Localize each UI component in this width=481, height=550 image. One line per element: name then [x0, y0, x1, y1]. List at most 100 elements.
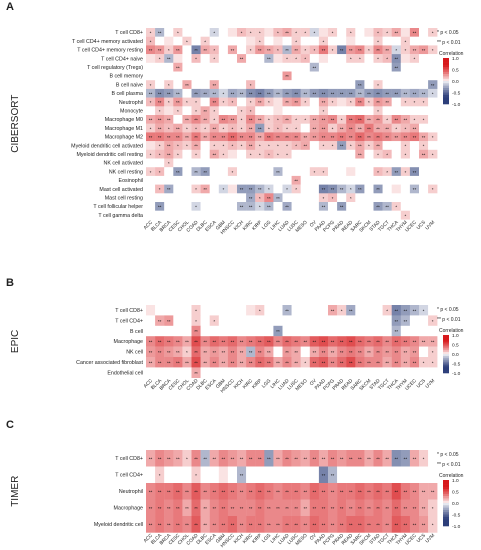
heatmap-cell — [246, 80, 256, 90]
heatmap-cell — [264, 325, 274, 337]
significance-mark: ** — [267, 489, 271, 494]
significance-mark: ** — [422, 340, 426, 345]
significance-mark: * — [359, 57, 361, 62]
heatmap-cell — [428, 499, 438, 517]
legend-gradient-step — [443, 90, 449, 93]
heatmap-cell — [419, 158, 429, 168]
significance-mark: * — [423, 100, 425, 105]
significance-mark: ** — [158, 31, 162, 36]
heatmap-cell — [355, 71, 365, 81]
significance-mark: * — [150, 39, 152, 44]
significance-mark: ** — [231, 456, 235, 461]
heatmap-cell — [291, 97, 301, 107]
heatmap-cell — [346, 184, 356, 194]
significance-mark: * — [277, 126, 279, 131]
heatmap-cell — [309, 325, 320, 337]
significance-mark: ** — [267, 57, 271, 62]
heatmap-cell — [191, 167, 201, 177]
heatmap-cell — [264, 167, 274, 177]
heatmap-cell — [328, 499, 338, 517]
heatmap-cell — [373, 141, 383, 150]
significance-mark: ** — [258, 135, 262, 140]
significance-mark: * — [213, 144, 215, 149]
column-label: LGG — [261, 378, 273, 390]
heatmap-cell — [400, 210, 411, 220]
heatmap-cell — [382, 28, 392, 37]
significance-mark: * — [323, 144, 325, 149]
legend-tick: -1.0 — [452, 102, 461, 108]
significance-mark: ** — [258, 126, 262, 131]
heatmap-cell — [255, 97, 265, 107]
heatmap-cell — [409, 357, 420, 368]
significance-mark: ** — [331, 118, 335, 123]
heatmap-cell — [346, 45, 356, 55]
heatmap-cell — [200, 62, 210, 72]
heatmap-cell — [200, 132, 210, 142]
row-label: Cancer associated fibroblast — [76, 360, 143, 366]
heatmap-cell — [200, 325, 210, 337]
heatmap-cell — [409, 336, 420, 347]
heatmap-cell — [373, 80, 383, 90]
significance-mark: ** — [194, 522, 198, 527]
heatmap-cell — [300, 516, 310, 533]
significance-mark: ** — [367, 350, 371, 355]
heatmap-cell — [409, 71, 420, 81]
significance-mark: ** — [413, 456, 417, 461]
heatmap-cell — [209, 71, 219, 81]
heatmap-cell — [182, 45, 192, 55]
heatmap-cell — [355, 175, 365, 185]
significance-mark: ** — [185, 360, 189, 365]
heatmap-cell — [391, 123, 401, 133]
legend-gradient-step — [443, 355, 449, 359]
significance-mark: ** — [331, 135, 335, 140]
significance-mark: ** — [376, 126, 380, 131]
significance-mark: * — [177, 31, 179, 36]
heatmap-cell — [264, 123, 274, 133]
heatmap-cell — [191, 193, 201, 203]
heatmap-cell — [373, 175, 383, 185]
heatmap-cell — [291, 210, 301, 220]
heatmap-cell — [218, 175, 229, 185]
heatmap-cell — [264, 36, 274, 46]
significance-mark: ** — [431, 83, 435, 88]
significance-mark: * — [259, 308, 261, 313]
legend-tick: 1.0 — [452, 478, 459, 484]
heatmap-cell — [209, 167, 219, 177]
heatmap-cell — [373, 184, 383, 194]
heatmap-cell — [318, 80, 329, 90]
heatmap-cell — [164, 123, 174, 133]
heatmap-cell — [246, 210, 256, 220]
heatmap-cell — [273, 158, 283, 168]
significance-mark: * — [150, 126, 152, 131]
heatmap-cell — [146, 28, 156, 37]
significance-mark: ** — [385, 48, 389, 53]
significance-mark: * — [304, 57, 306, 62]
significance-mark: * — [268, 118, 270, 123]
heatmap-cell — [318, 45, 329, 55]
heatmap-cell — [246, 450, 256, 467]
heatmap-cell — [300, 106, 310, 116]
legend-gradient-step — [443, 371, 449, 374]
heatmap-cell — [300, 202, 310, 211]
significance-mark: * — [232, 100, 234, 105]
heatmap-cell — [191, 132, 201, 142]
row-label: Macrophage — [114, 339, 143, 345]
significance-mark: * — [259, 144, 261, 149]
heatmap-cell — [164, 315, 174, 326]
heatmap-cell — [273, 193, 283, 203]
significance-mark: ** — [231, 360, 235, 365]
significance-mark: ** — [185, 135, 189, 140]
significance-mark: ** — [385, 135, 389, 140]
heatmap-cell — [164, 367, 174, 378]
heatmap-cell — [282, 483, 292, 500]
significance-mark: * — [232, 126, 234, 131]
heatmap-cell — [191, 36, 201, 46]
heatmap-cell — [373, 149, 383, 159]
heatmap-cell — [300, 54, 310, 63]
significance-mark: * — [168, 83, 170, 88]
heatmap-cell — [373, 210, 383, 220]
significance-mark: ** — [413, 350, 417, 355]
heatmap-cell — [373, 336, 383, 347]
heatmap-cell — [328, 167, 338, 177]
heatmap-cell — [173, 336, 183, 347]
